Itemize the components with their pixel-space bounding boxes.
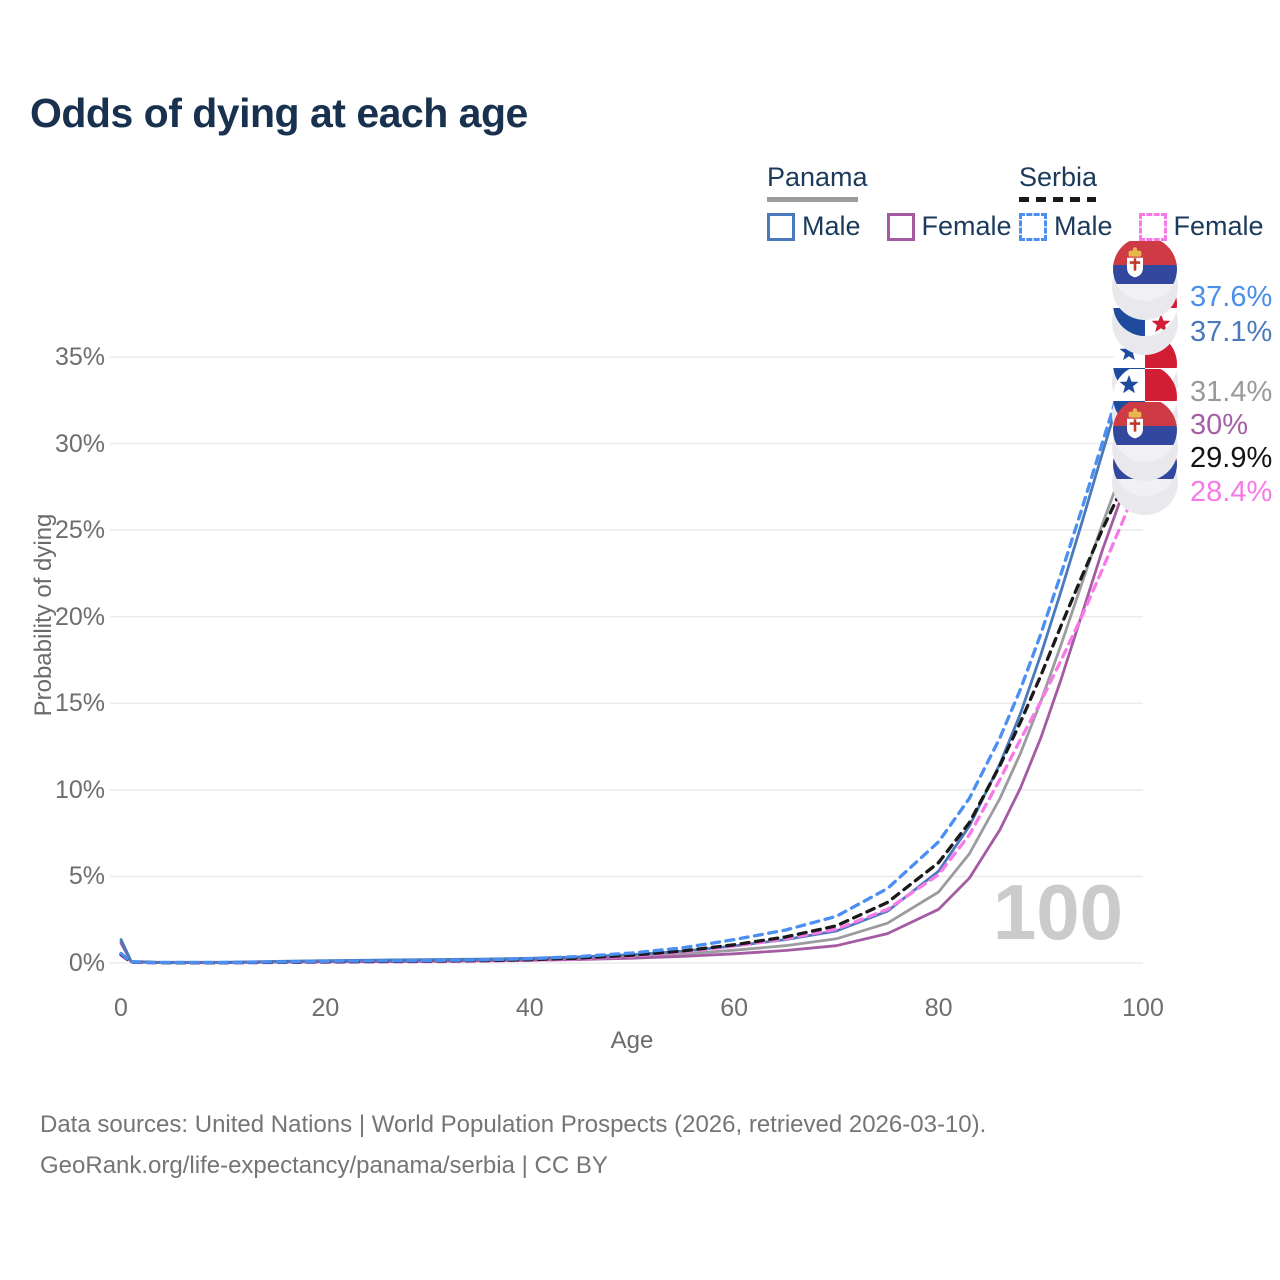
- serbia-male-swatch: [1019, 212, 1047, 241]
- x-tick-20: 20: [311, 994, 340, 1022]
- y-tick-35: 35%: [54, 343, 105, 371]
- x-tick-0: 0: [114, 994, 128, 1022]
- legend-label-panama-female: Female: [921, 211, 1012, 241]
- legend-country-panama: Panama: [767, 162, 868, 192]
- serbia-line-style-swatch: [1019, 197, 1096, 202]
- legend-group-serbia: Serbia Male Female: [1019, 162, 1280, 242]
- legend-label-serbia-male: Male: [1054, 211, 1113, 241]
- legend-row-panama: Male Female: [767, 211, 1038, 242]
- panama-male-swatch: [767, 212, 795, 241]
- y-tick-10: 10%: [54, 775, 105, 804]
- y-tick-0: 0%: [68, 949, 105, 977]
- y-tick-5: 5%: [68, 862, 105, 891]
- footer-url-line: GeoRank.org/life-expectancy/panama/serbi…: [40, 1152, 608, 1179]
- data-source-footer: Data sources: United Nations | World Pop…: [40, 1104, 986, 1186]
- x-tick-100: 100: [1122, 994, 1164, 1022]
- legend-row-serbia: Male Female: [1019, 211, 1280, 242]
- label-connector-serbia-both: [1143, 444, 1151, 459]
- legend-country-serbia: Serbia: [1019, 162, 1098, 192]
- line-panama-male: [119, 319, 1145, 964]
- x-axis-title: Age: [610, 1027, 654, 1054]
- line-serbia-female: [119, 469, 1145, 965]
- x-tick-60: 60: [720, 994, 749, 1022]
- y-tick-20: 20%: [54, 602, 105, 631]
- y-tick-25: 25%: [54, 516, 105, 545]
- footer-sources-line: Data sources: United Nations | World Pop…: [40, 1111, 987, 1138]
- legend-label-serbia-female: Female: [1173, 211, 1264, 241]
- x-tick-80: 80: [924, 994, 953, 1022]
- legend-label-panama-male: Male: [802, 211, 861, 241]
- label-connector-serbia-female: [1143, 470, 1151, 493]
- serbia-female-swatch: [1138, 212, 1167, 241]
- y-tick-15: 15%: [54, 689, 105, 718]
- age-watermark: 100: [992, 868, 1123, 956]
- label-connector-panama-male: [1143, 319, 1151, 333]
- line-serbia-male: [119, 310, 1145, 965]
- legend-group-panama: Panama Male Female: [767, 162, 1038, 242]
- x-tick-40: 40: [515, 994, 544, 1022]
- panama-female-swatch: [886, 212, 915, 241]
- panama-line-style-swatch: [767, 197, 858, 202]
- label-connector-panama-both: [1143, 391, 1151, 421]
- page-title: Odds of dying at each age: [30, 90, 528, 136]
- y-tick-30: 30%: [54, 429, 105, 458]
- label-connector-serbia-male: [1143, 296, 1151, 313]
- label-connector-panama-female: [1143, 424, 1151, 445]
- line-panama-both: [119, 417, 1145, 964]
